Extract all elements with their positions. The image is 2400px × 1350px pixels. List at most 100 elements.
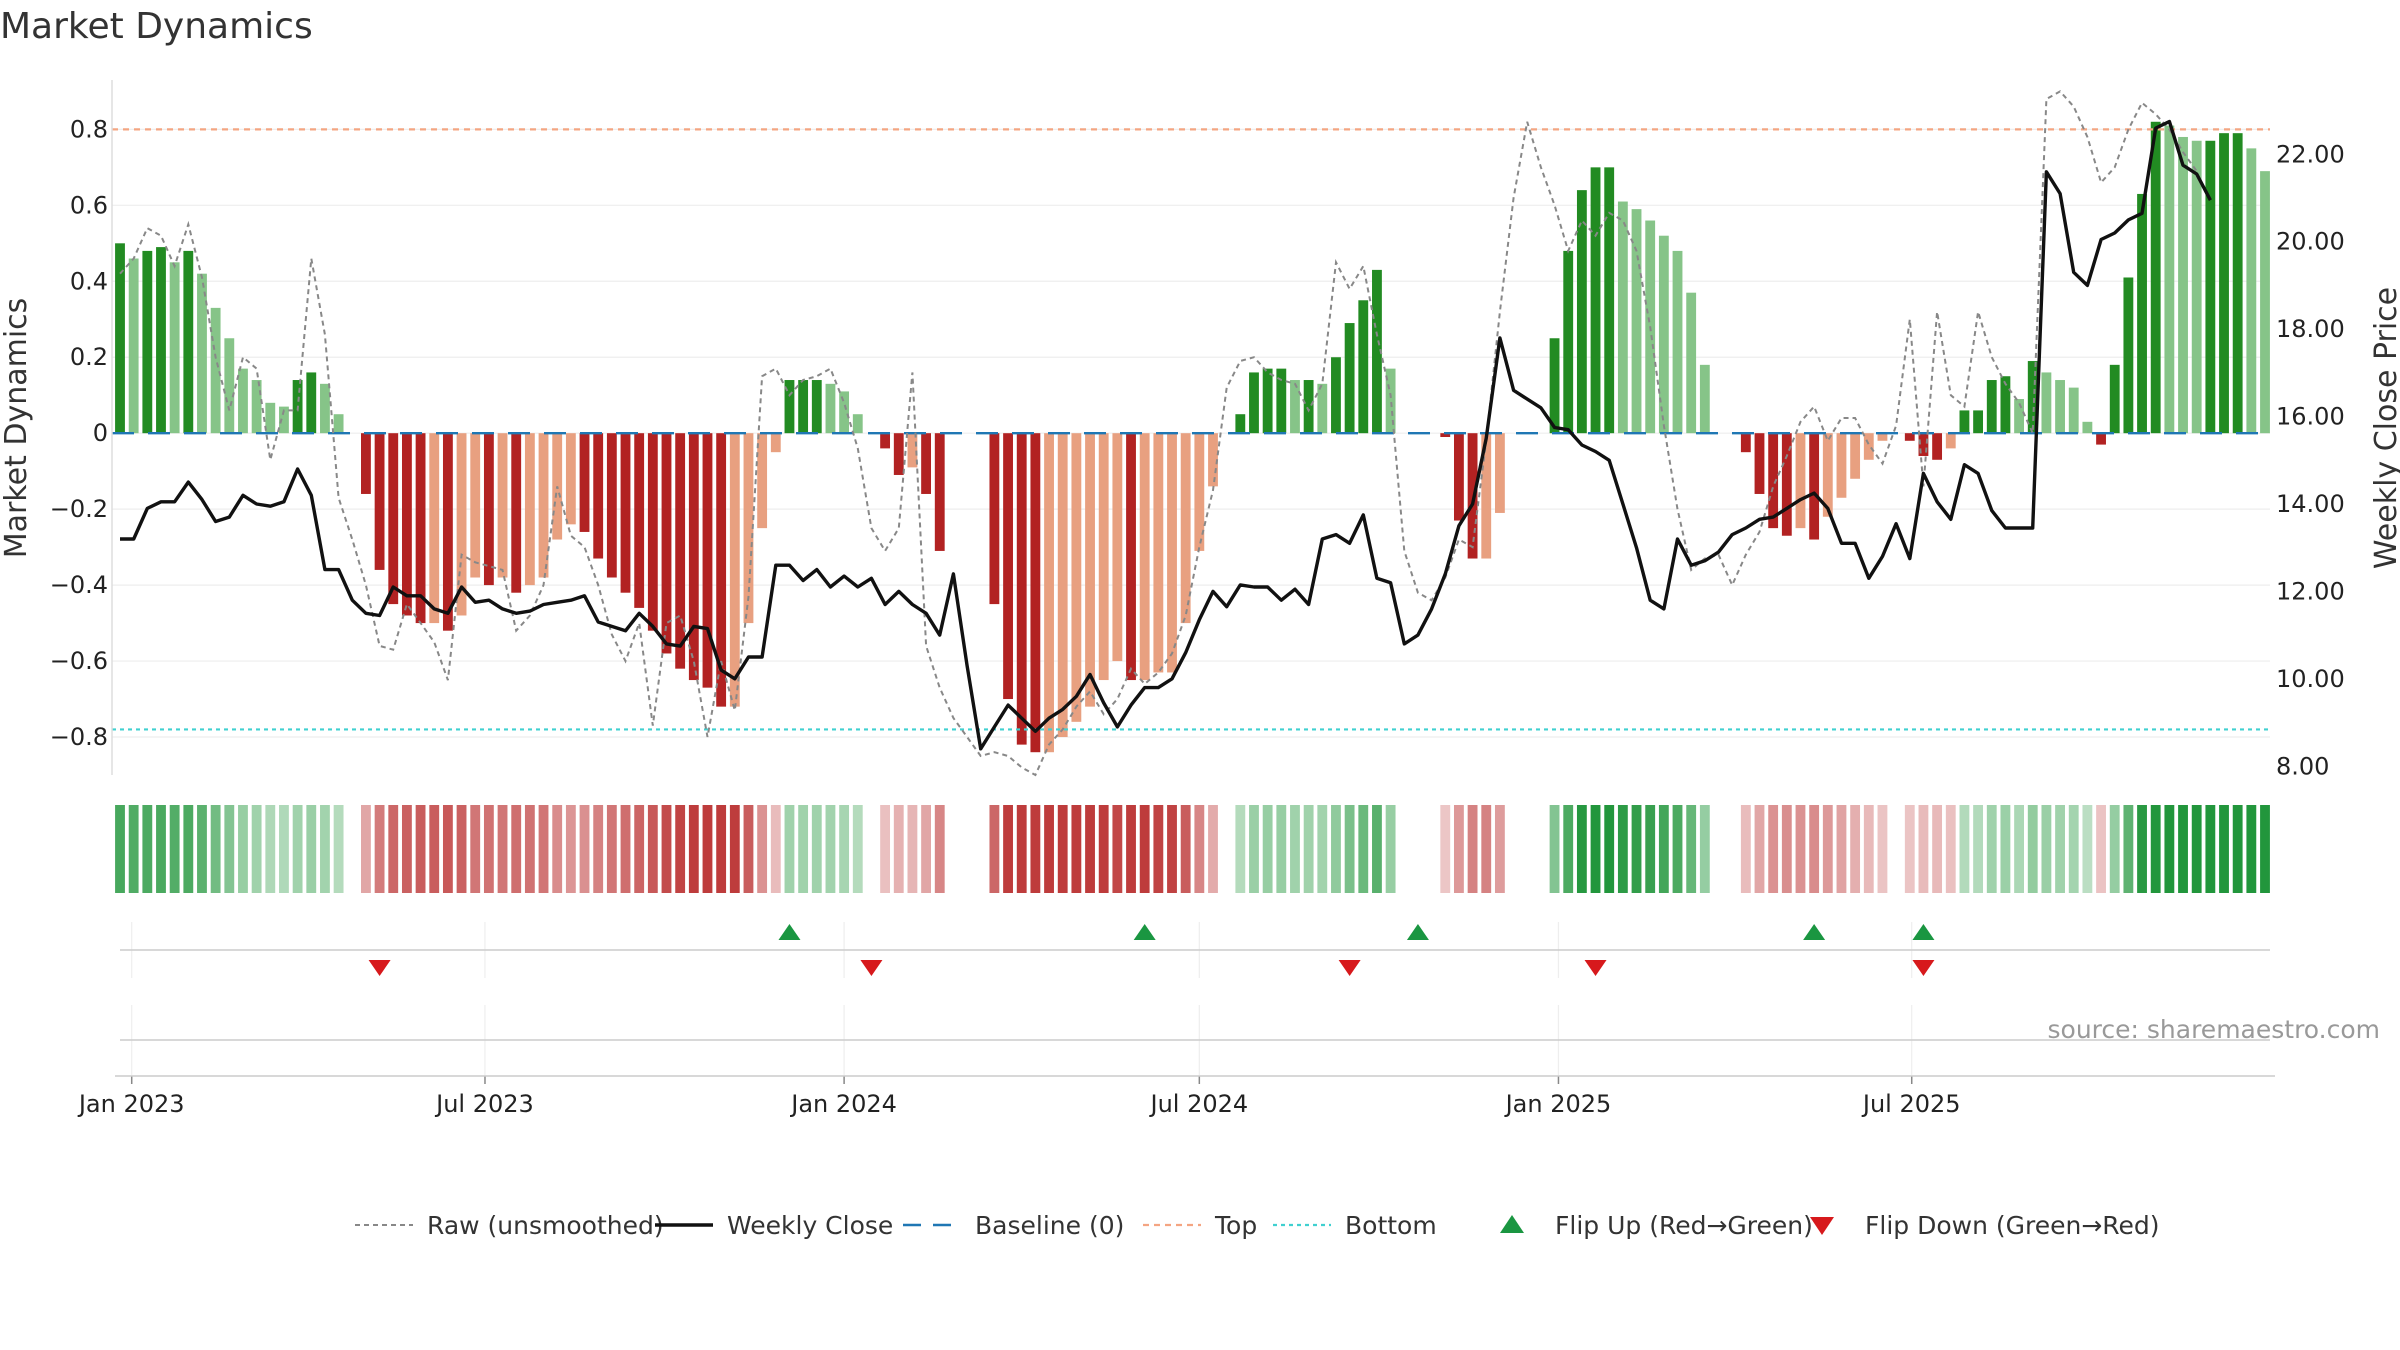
momentum-bar	[1112, 433, 1123, 662]
momentum-bar	[1153, 433, 1164, 673]
right-tick-label: 22.00	[2276, 140, 2345, 168]
momentum-bar	[989, 433, 1000, 605]
momentum-bar	[1945, 433, 1956, 449]
momentum-bar	[1699, 364, 1710, 434]
regime-cell	[1672, 805, 1683, 893]
momentum-bar	[2123, 277, 2134, 434]
x-tick-label: Jan 2025	[1504, 1090, 1612, 1118]
momentum-bar	[1768, 433, 1779, 529]
regime-cell	[320, 805, 330, 893]
momentum-bar	[265, 402, 276, 434]
legend-label: Flip Down (Green→Red)	[1865, 1211, 2160, 1240]
flip-up-marker	[1912, 924, 1935, 940]
regime-cell	[1385, 805, 1396, 893]
legend-swatch	[1810, 1217, 1834, 1235]
momentum-bar	[1440, 433, 1451, 437]
momentum-bar	[1030, 433, 1041, 753]
momentum-bar	[921, 433, 932, 494]
momentum-bar	[1085, 433, 1095, 707]
momentum-bar	[1576, 190, 1587, 434]
regime-cell	[2232, 805, 2243, 893]
momentum-bar	[1877, 433, 1888, 441]
momentum-bar	[1344, 323, 1355, 434]
momentum-bar	[470, 433, 481, 578]
regime-cell	[934, 805, 945, 893]
momentum-bar	[825, 383, 836, 434]
legend-item: Baseline (0)	[903, 1211, 1124, 1240]
momentum-bar	[1836, 433, 1847, 498]
regime-cell	[1139, 805, 1150, 893]
regime-cell	[1003, 805, 1013, 893]
regime-cell	[1208, 805, 1218, 893]
momentum-bar	[1453, 433, 1464, 521]
momentum-bar	[1686, 292, 1697, 434]
regime-cell	[661, 805, 672, 893]
momentum-bar	[156, 247, 166, 434]
regime-cell	[1030, 805, 1041, 893]
regime-cell	[1522, 805, 1533, 893]
regime-cell	[2027, 805, 2038, 893]
regime-cell	[921, 805, 932, 893]
right-tick-label: 10.00	[2276, 665, 2345, 693]
regime-cell	[1112, 805, 1123, 893]
regime-cell	[1016, 805, 1027, 893]
momentum-bar	[2027, 361, 2038, 434]
regime-cell	[1262, 805, 1273, 893]
regime-cell	[1713, 805, 1724, 893]
regime-cell	[1973, 805, 1984, 893]
regime-cell	[374, 805, 385, 893]
regime-cell	[197, 805, 207, 893]
momentum-bar	[1331, 357, 1341, 434]
regime-cell	[1809, 805, 1820, 893]
regime-cell	[470, 805, 481, 893]
regime-cell	[552, 805, 563, 893]
momentum-bar	[1809, 433, 1820, 540]
regime-cell	[2205, 805, 2216, 893]
regime-cell	[2123, 805, 2134, 893]
regime-cell	[401, 805, 412, 893]
momentum-bar	[2137, 193, 2147, 434]
momentum-bar	[2082, 421, 2093, 434]
regime-cell	[279, 805, 289, 893]
momentum-bar	[1481, 433, 1492, 559]
momentum-bar	[1194, 433, 1205, 551]
regime-cell	[675, 805, 686, 893]
momentum-bar	[115, 243, 125, 434]
regime-cell	[757, 805, 768, 893]
regime-cell	[1303, 805, 1314, 893]
momentum-bar	[169, 262, 180, 434]
regime-cell	[2068, 805, 2079, 893]
flip-markers-panel	[120, 922, 2270, 1075]
regime-cell	[142, 805, 153, 893]
left-tick-label: 0.6	[70, 191, 108, 219]
regime-cell	[811, 805, 822, 893]
momentum-bar	[1617, 201, 1628, 434]
regime-cell	[156, 805, 166, 893]
momentum-bar	[1290, 380, 1300, 434]
regime-cell	[1249, 805, 1259, 893]
regime-cell	[565, 805, 576, 893]
momentum-bar	[524, 433, 535, 586]
regime-cell	[1590, 805, 1601, 893]
regime-cell	[1795, 805, 1806, 893]
left-tick-label: 0.8	[70, 115, 108, 143]
regime-cell	[442, 805, 453, 893]
regime-cell	[1754, 805, 1765, 893]
momentum-bar	[565, 433, 576, 525]
regime-cell	[524, 805, 535, 893]
regime-cell	[306, 805, 317, 893]
regime-cell	[948, 805, 959, 893]
right-tick-label: 18.00	[2276, 315, 2345, 343]
regime-cell	[238, 805, 248, 893]
regime-cell	[1631, 805, 1642, 893]
regime-cell	[620, 805, 631, 893]
regime-cell	[880, 805, 891, 893]
left-tick-label: −0.2	[50, 495, 108, 523]
regime-cell	[128, 805, 139, 893]
momentum-bar	[415, 433, 426, 624]
regime-cell	[2150, 805, 2161, 893]
momentum-bar	[2096, 433, 2106, 445]
regime-cell	[415, 805, 426, 893]
regime-cell	[1822, 805, 1833, 893]
regime-cell	[1945, 805, 1956, 893]
